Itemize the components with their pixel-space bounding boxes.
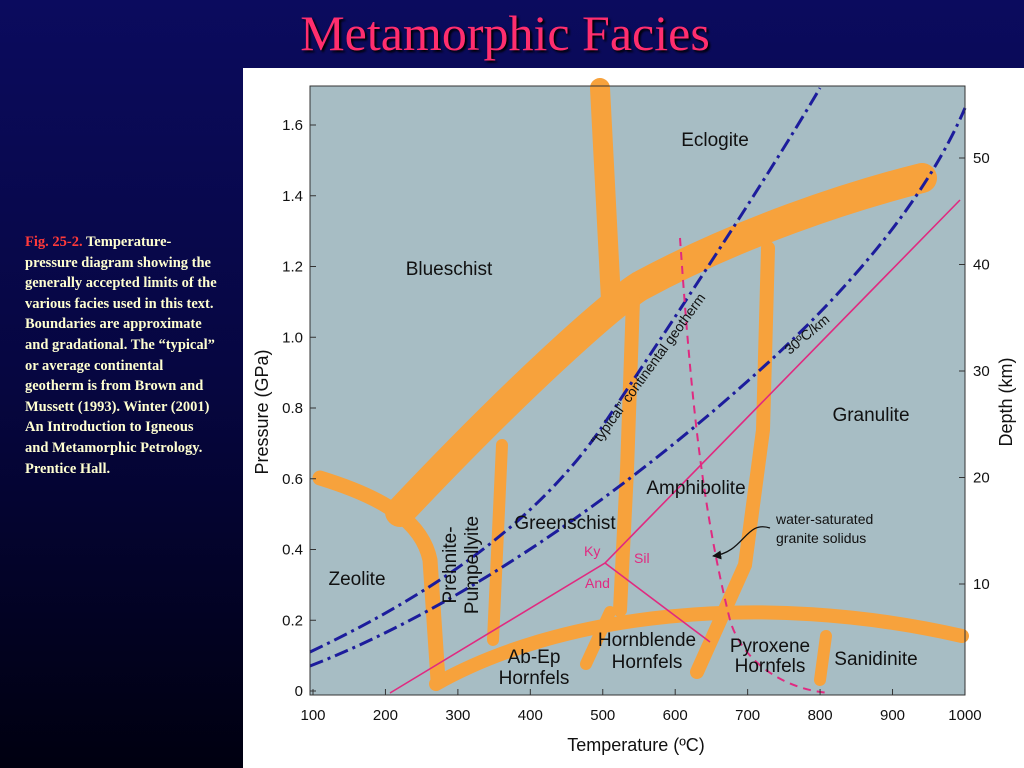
mineral-label: Sil [634, 550, 650, 566]
x-tick-label: 800 [808, 707, 833, 724]
boundary-band [814, 630, 832, 686]
y2-tick-label: 40 [973, 257, 990, 274]
boundary-band [429, 605, 969, 691]
caption-label: Fig. 25-2. [25, 234, 83, 250]
y-tick-label: 1.0 [282, 329, 303, 346]
mineral-label: And [585, 575, 610, 591]
facies-label: Ab-Ep [508, 647, 561, 668]
x-tick-label: 700 [735, 707, 760, 724]
x-tick-label: 200 [373, 707, 398, 724]
y-tick-label: 1.6 [282, 117, 303, 134]
x-tick-label: 400 [518, 707, 543, 724]
geotherms [309, 87, 967, 668]
x-axis-label: Temperature (ºC) [567, 735, 705, 755]
x-tick-label: 100 [300, 707, 325, 724]
facies-label: Hornfels [499, 668, 570, 689]
aluminosilicate-lines [389, 199, 961, 694]
y2-tick-label: 20 [973, 470, 990, 487]
solidus-label: water-saturated [775, 511, 873, 527]
boundary-band [385, 163, 937, 527]
boundary-band [613, 293, 640, 617]
facies-diagram: 100 200 300 400 500 600 700 800 900 1000 0 0.2 0.4 0.… [243, 68, 1024, 768]
y2-tick-label: 10 [973, 576, 990, 593]
facies-label: Hornfels [735, 656, 806, 677]
y2-tick-label: 30 [973, 363, 990, 380]
y-tick-label: 1.4 [282, 188, 303, 205]
slide-title: Metamorphic Facies [300, 5, 710, 61]
boundary-band [690, 241, 775, 679]
facies-label: Pyroxene [730, 636, 810, 657]
y-tick-label: 0.8 [282, 400, 303, 417]
boundary-band [580, 606, 616, 670]
facies-label: Sanidinite [834, 649, 917, 670]
boundary-band [487, 439, 508, 646]
y-axis-label: Pressure (GPa) [252, 349, 272, 474]
facies-label: Hornblende [598, 630, 696, 651]
x-tick-label: 900 [880, 707, 905, 724]
facies-label: Blueschist [406, 259, 493, 280]
plot-frame [309, 85, 966, 696]
x-tick-label: 600 [663, 707, 688, 724]
mineral-label: Ky [584, 543, 600, 559]
caption: Fig. 25-2. Temperature-pressure diagram … [25, 232, 217, 479]
facies-label: Prehnite- [440, 526, 461, 603]
boundary-band [312, 470, 446, 688]
y-tick-label: 0 [295, 683, 303, 700]
facies-label: Zeolite [328, 569, 385, 590]
y-tick-label: 0.2 [282, 612, 303, 629]
y-tick-label: 0.4 [282, 542, 303, 559]
and-sil-line [604, 562, 711, 643]
granite-solidus [679, 237, 831, 694]
x-tick-label: 500 [590, 707, 615, 724]
facies-label: Granulite [832, 405, 909, 426]
solidus-label: granite solidus [776, 530, 866, 546]
facies-label: Pumpellyite [462, 516, 483, 614]
y2-axis-label: Depth (km) [996, 357, 1016, 446]
facies-label: Amphibolite [646, 478, 745, 499]
caption-text: Temperature-pressure diagram showing the… [25, 234, 217, 477]
typical-geotherm [309, 87, 822, 654]
facies-label: Eclogite [681, 130, 749, 151]
ticks: 100 200 300 400 500 600 700 800 900 1000 0 0.2 0.4 0.… [282, 117, 990, 724]
x-tick-label: 1000 [948, 707, 981, 724]
y-tick-label: 0.6 [282, 471, 303, 488]
facies-label: Greenschist [514, 513, 616, 534]
y-tick-label: 1.2 [282, 259, 303, 276]
x-tick-label: 300 [445, 707, 470, 724]
facies-label: Hornfels [612, 652, 683, 673]
boundary-band [590, 78, 621, 310]
facies-boundaries [312, 78, 969, 691]
y2-tick-label: 50 [973, 150, 990, 167]
solidus-arrow [712, 526, 771, 560]
